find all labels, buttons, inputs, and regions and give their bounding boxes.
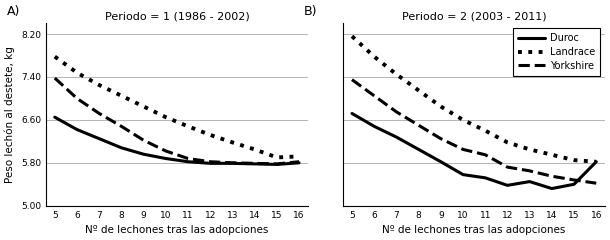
- Yorkshire: [548, 175, 556, 178]
- Duroc: [481, 176, 489, 179]
- Duroc: [393, 136, 400, 138]
- Yorkshire: [273, 162, 281, 165]
- X-axis label: Nº de lechones tras las adopciones: Nº de lechones tras las adopciones: [85, 225, 268, 235]
- Landrace: [348, 35, 356, 38]
- Duroc: [273, 163, 281, 166]
- Duroc: [51, 116, 59, 119]
- Duroc: [348, 112, 356, 115]
- Landrace: [459, 119, 467, 121]
- Duroc: [162, 157, 170, 160]
- Yorkshire: [96, 112, 103, 115]
- Title: Periodo = 2 (2003 - 2011): Periodo = 2 (2003 - 2011): [402, 11, 547, 21]
- Landrace: [370, 55, 378, 58]
- Landrace: [548, 153, 556, 156]
- Legend: Duroc, Landrace, Yorkshire: Duroc, Landrace, Yorkshire: [513, 28, 600, 76]
- Line: Yorkshire: Yorkshire: [352, 80, 596, 183]
- Duroc: [370, 125, 378, 128]
- Duroc: [592, 160, 600, 163]
- Duroc: [73, 128, 81, 131]
- Duroc: [229, 162, 236, 165]
- Yorkshire: [184, 157, 192, 160]
- Yorkshire: [393, 110, 400, 113]
- Text: B): B): [304, 5, 317, 18]
- Yorkshire: [415, 124, 422, 127]
- Duroc: [207, 162, 214, 165]
- Landrace: [273, 156, 281, 159]
- Landrace: [481, 129, 489, 132]
- Landrace: [118, 94, 125, 97]
- Line: Landrace: Landrace: [55, 57, 299, 157]
- Yorkshire: [437, 137, 445, 140]
- Title: Periodo = 1 (1986 - 2002): Periodo = 1 (1986 - 2002): [104, 11, 249, 21]
- Yorkshire: [229, 161, 236, 164]
- Landrace: [162, 116, 170, 119]
- Yorkshire: [592, 182, 600, 185]
- Landrace: [184, 125, 192, 128]
- Duroc: [118, 146, 125, 149]
- Landrace: [295, 155, 303, 158]
- Duroc: [295, 161, 303, 164]
- Yorkshire: [295, 160, 303, 163]
- Line: Duroc: Duroc: [352, 114, 596, 189]
- Duroc: [251, 162, 258, 165]
- Y-axis label: Peso lechón al destete, kg: Peso lechón al destete, kg: [5, 46, 15, 183]
- Landrace: [437, 105, 445, 108]
- Duroc: [526, 180, 533, 183]
- Yorkshire: [348, 78, 356, 81]
- Landrace: [207, 133, 214, 136]
- Duroc: [96, 137, 103, 140]
- Yorkshire: [370, 94, 378, 97]
- Yorkshire: [73, 97, 81, 100]
- Text: A): A): [7, 5, 20, 18]
- Yorkshire: [118, 125, 125, 128]
- Landrace: [96, 84, 103, 86]
- Duroc: [548, 187, 556, 190]
- Landrace: [229, 141, 236, 144]
- Landrace: [140, 105, 147, 108]
- Duroc: [140, 153, 147, 156]
- Yorkshire: [526, 169, 533, 172]
- Landrace: [504, 141, 511, 144]
- Landrace: [73, 71, 81, 74]
- Duroc: [570, 183, 578, 186]
- Yorkshire: [504, 166, 511, 168]
- Duroc: [437, 160, 445, 163]
- Landrace: [393, 73, 400, 76]
- Yorkshire: [481, 153, 489, 156]
- Landrace: [251, 148, 258, 151]
- Yorkshire: [459, 148, 467, 151]
- Landrace: [415, 89, 422, 92]
- Line: Landrace: Landrace: [352, 36, 596, 162]
- Duroc: [459, 173, 467, 176]
- Landrace: [526, 148, 533, 151]
- Yorkshire: [162, 150, 170, 152]
- Yorkshire: [251, 162, 258, 165]
- Duroc: [504, 184, 511, 187]
- Duroc: [184, 160, 192, 163]
- Landrace: [51, 55, 59, 58]
- Duroc: [415, 148, 422, 151]
- Yorkshire: [140, 139, 147, 142]
- Line: Duroc: Duroc: [55, 117, 299, 164]
- Yorkshire: [51, 77, 59, 79]
- X-axis label: Nº de lechones tras las adopciones: Nº de lechones tras las adopciones: [382, 225, 566, 235]
- Line: Yorkshire: Yorkshire: [55, 78, 299, 164]
- Yorkshire: [207, 160, 214, 163]
- Landrace: [570, 159, 578, 162]
- Landrace: [592, 160, 600, 163]
- Yorkshire: [570, 179, 578, 181]
